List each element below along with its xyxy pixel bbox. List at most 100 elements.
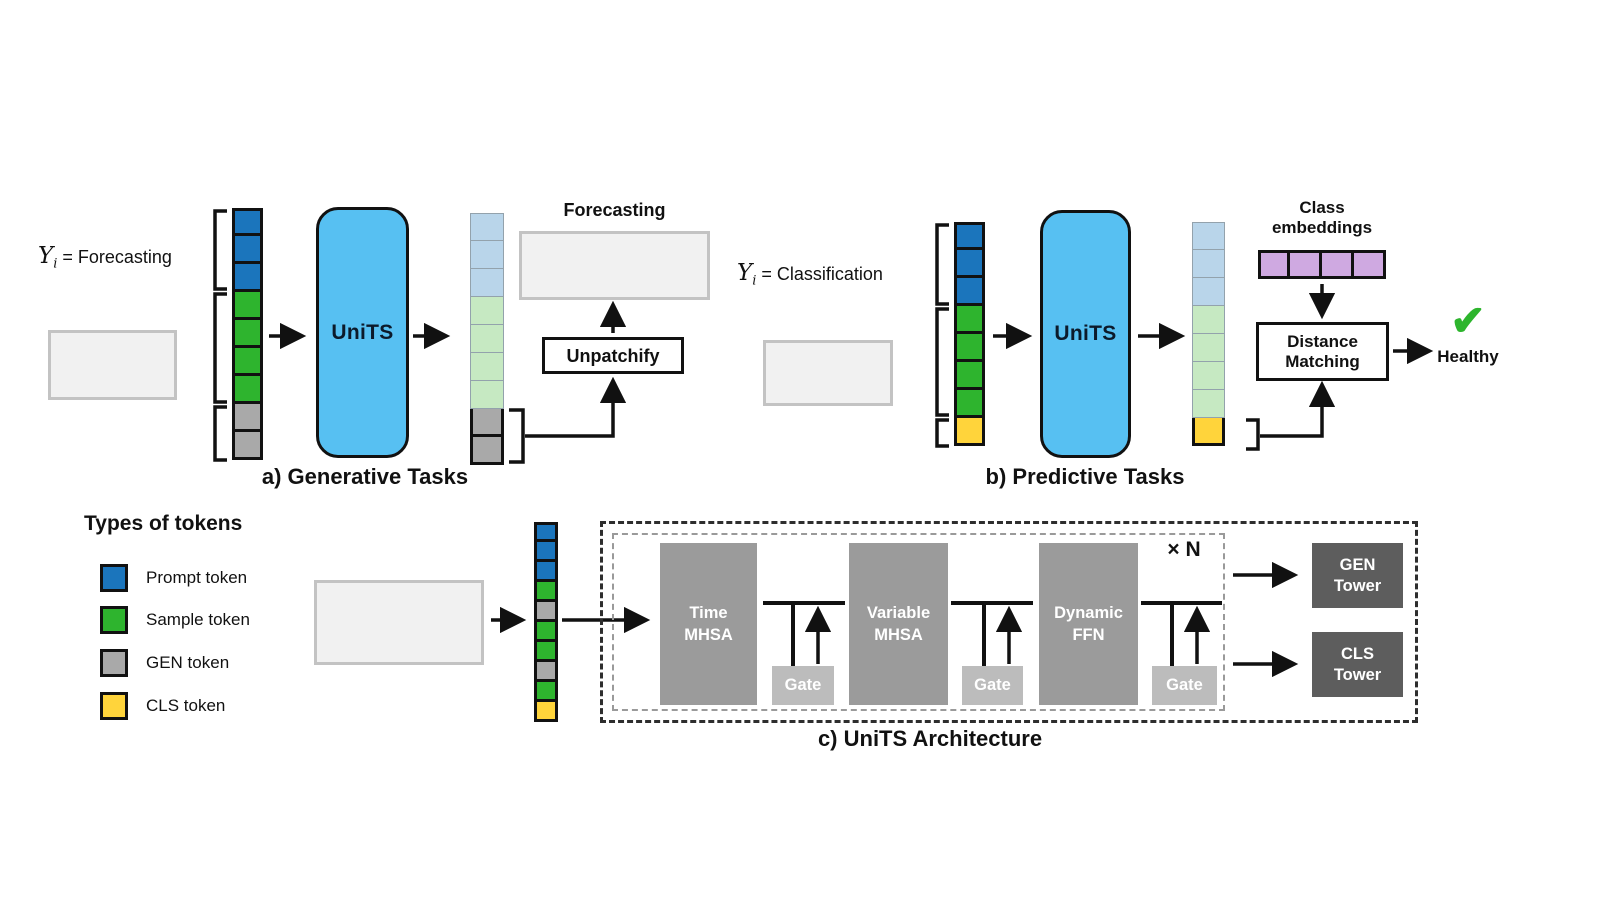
token-gen: [232, 404, 263, 432]
token-sample: [954, 390, 985, 418]
token-sample-pale: [1192, 306, 1225, 334]
class-embeddings-title: Class embeddings: [1242, 198, 1402, 238]
gate-box-2: Gate: [962, 666, 1023, 705]
gen-tower-line1: GEN: [1339, 555, 1376, 574]
architecture-outer-box: [600, 521, 1418, 723]
token-sample: [534, 622, 558, 642]
input-ecg-box-c: [314, 580, 484, 665]
token-prompt-pale: [1192, 278, 1225, 306]
bracket-b-cls: [935, 418, 949, 448]
token-embed: [1258, 250, 1290, 279]
token-prompt-pale: [470, 213, 504, 241]
variable-mhsa-line1: Variable: [866, 604, 931, 622]
legend-item-gen: GEN token: [100, 649, 229, 677]
token-gen: [232, 432, 263, 460]
task-label-b: Yi = Classification: [737, 260, 883, 289]
gen-token-swatch: [100, 649, 128, 677]
token-sample-pale: [1192, 334, 1225, 362]
task-name-classification: = Classification: [756, 264, 883, 284]
gate3-label: Gate: [1166, 676, 1203, 694]
subscript-i: i: [53, 256, 58, 272]
token-prompt: [232, 264, 263, 292]
check-icon: ✔: [1450, 297, 1486, 344]
token-embed: [1354, 250, 1386, 279]
task-name-forecasting: = Forecasting: [57, 247, 172, 267]
variable-mhsa-block: Variable MHSA: [849, 543, 948, 705]
token-prompt-pale: [1192, 250, 1225, 278]
gen-tower-box: GEN Tower: [1312, 543, 1403, 608]
token-cls: [954, 418, 985, 446]
units-label-b: UniTS: [1054, 322, 1117, 345]
token-column-b-input: [954, 222, 985, 446]
gen-tower-line2: Tower: [1333, 576, 1382, 595]
token-prompt: [534, 562, 558, 582]
caption-b: b) Predictive Tasks: [985, 464, 1185, 489]
token-sample-pale: [1192, 390, 1225, 418]
token-sample: [534, 682, 558, 702]
time-mhsa-line1: Time: [689, 604, 728, 622]
cls-tower-line1: CLS: [1341, 644, 1374, 663]
token-embed: [1290, 250, 1322, 279]
token-sample: [954, 306, 985, 334]
class-embeddings-line1: Class: [1299, 198, 1345, 217]
token-cls: [534, 702, 558, 722]
distance-matching-line2: Matching: [1285, 351, 1360, 371]
token-prompt: [232, 236, 263, 264]
token-sample-pale: [1192, 362, 1225, 390]
bracket-b-prompt: [935, 223, 949, 306]
dynamic-ffn-line1: Dynamic: [1054, 604, 1123, 622]
token-sample: [954, 334, 985, 362]
bracket-a-output-gen: [509, 408, 525, 464]
token-column-a-output: [470, 213, 504, 465]
connector-a-gen-to-unpatchify: [525, 376, 627, 438]
bracket-a-prompt: [213, 209, 227, 291]
units-label-a: UniTS: [331, 320, 394, 344]
input-timeseries-box-a: [48, 330, 177, 400]
legend-label-prompt: Prompt token: [146, 568, 248, 587]
units-model-box-b: UniTS: [1040, 210, 1131, 458]
caption-a: a) Generative Tasks: [261, 464, 469, 489]
token-prompt: [954, 222, 985, 250]
dynamic-ffn-block: Dynamic FFN: [1039, 543, 1138, 705]
token-cls: [1192, 418, 1225, 446]
script-y-symbol: Y: [38, 243, 54, 269]
units-model-box-a: UniTS: [316, 207, 409, 458]
token-sample-pale: [470, 381, 504, 409]
token-gen: [470, 437, 504, 465]
distance-matching-line1: Distance: [1287, 331, 1358, 351]
task-label-a: Yi = Forecasting: [38, 243, 172, 272]
gate-box-1: Gate: [772, 666, 834, 705]
token-sample-pale: [470, 325, 504, 353]
forecast-plot-box: [519, 231, 710, 300]
distance-matching-box: Distance Matching: [1256, 322, 1389, 381]
token-sample: [232, 292, 263, 320]
gate2-label: Gate: [974, 676, 1011, 694]
token-sample: [232, 348, 263, 376]
sample-token-swatch: [100, 606, 128, 634]
script-y-symbol-b: Y: [737, 260, 753, 286]
token-prompt: [954, 278, 985, 306]
bracket-a-gen: [213, 405, 227, 462]
token-sample: [232, 376, 263, 404]
time-mhsa-block: Time MHSA: [660, 543, 757, 705]
time-mhsa-line2: MHSA: [684, 626, 733, 644]
token-sample: [232, 320, 263, 348]
cls-token-swatch: [100, 692, 128, 720]
token-gen: [534, 662, 558, 682]
token-column-a-input: [232, 208, 263, 460]
token-prompt-pale: [470, 241, 504, 269]
caption-c: c) UniTS Architecture: [817, 726, 1043, 751]
legend-label-sample: Sample token: [146, 610, 250, 629]
unpatchify-box: Unpatchify: [542, 337, 684, 374]
legend-item-cls: CLS token: [100, 692, 225, 720]
token-prompt-pale: [1192, 222, 1225, 250]
class-embeddings-line2: embeddings: [1271, 218, 1373, 237]
legend-title: Types of tokens: [84, 512, 243, 535]
token-sample: [534, 582, 558, 602]
token-sample-pale: [470, 297, 504, 325]
token-prompt: [232, 208, 263, 236]
class-embeddings-row: [1258, 250, 1386, 279]
token-prompt-pale: [470, 269, 504, 297]
connector-b-cls-to-distance: [1260, 380, 1336, 438]
